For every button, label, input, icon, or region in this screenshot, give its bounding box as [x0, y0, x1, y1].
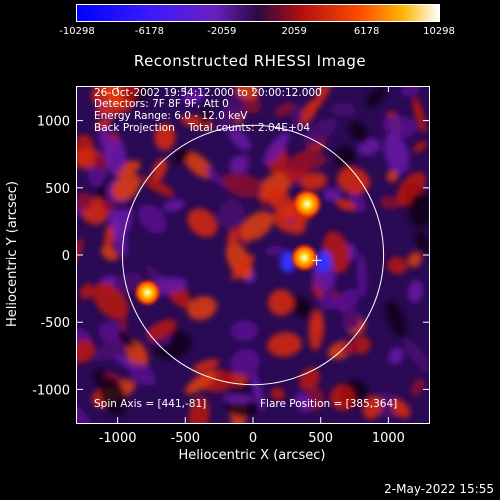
colorbar-tick-label: -2059: [207, 26, 237, 37]
footer-date: 2-May-2022 15:55: [384, 482, 494, 496]
heatmap: [77, 87, 429, 423]
x-tick-label: -500: [171, 431, 201, 446]
solar-limb: [121, 124, 385, 386]
x-tick-label: 500: [308, 431, 333, 446]
flare-position-marker: [311, 255, 322, 266]
y-tick-label: 1000: [37, 115, 70, 130]
flare-position-label: Flare Position = [385,364]: [260, 398, 398, 410]
x-tick-label: 1000: [372, 431, 405, 446]
flare-source-2: [289, 242, 320, 273]
y-tick-label: -500: [40, 316, 70, 331]
spin-axis-label: Spin Axis = [441,-81]: [94, 398, 207, 410]
chart-title: Reconstructed RHESSI Image: [133, 52, 367, 70]
colorbar-gradient: [77, 5, 439, 21]
info-line-4: Back Projection Total counts: 2.04E+04: [94, 122, 311, 134]
info-line-1: 26-Oct-2002 19:54:12.000 to 20:00:12.000: [94, 87, 322, 99]
colorbar-tick-label: 10298: [423, 26, 455, 37]
flare-source-1: [291, 187, 324, 220]
info-line-3: Energy Range: 6.0 - 12.0 keV: [94, 110, 248, 122]
x-tick-label: -1000: [99, 431, 137, 446]
y-tick-label: 0: [62, 249, 70, 264]
flare-source-3: [132, 278, 162, 308]
x-tick-label: 0: [249, 431, 257, 446]
y-tick-label: 500: [45, 182, 70, 197]
colorbar-tick-label: -6178: [134, 26, 164, 37]
y-axis-label: Heliocentric Y (arcsec): [5, 181, 20, 327]
colorbar-tick-label: -10298: [59, 26, 95, 37]
colorbar-tick-label: 6178: [353, 26, 380, 37]
colorbar-tick-label: 2059: [281, 26, 307, 37]
info-line-2: Detectors: 7F 8F 9F, Att 0: [94, 98, 229, 110]
negative-dip: [315, 250, 332, 273]
y-tick-label: -1000: [32, 383, 70, 398]
colorbar: [76, 4, 440, 22]
x-axis-label: Heliocentric X (arcsec): [179, 448, 326, 463]
plot-area[interactable]: [76, 86, 430, 424]
heatmap-texture: [77, 87, 429, 423]
